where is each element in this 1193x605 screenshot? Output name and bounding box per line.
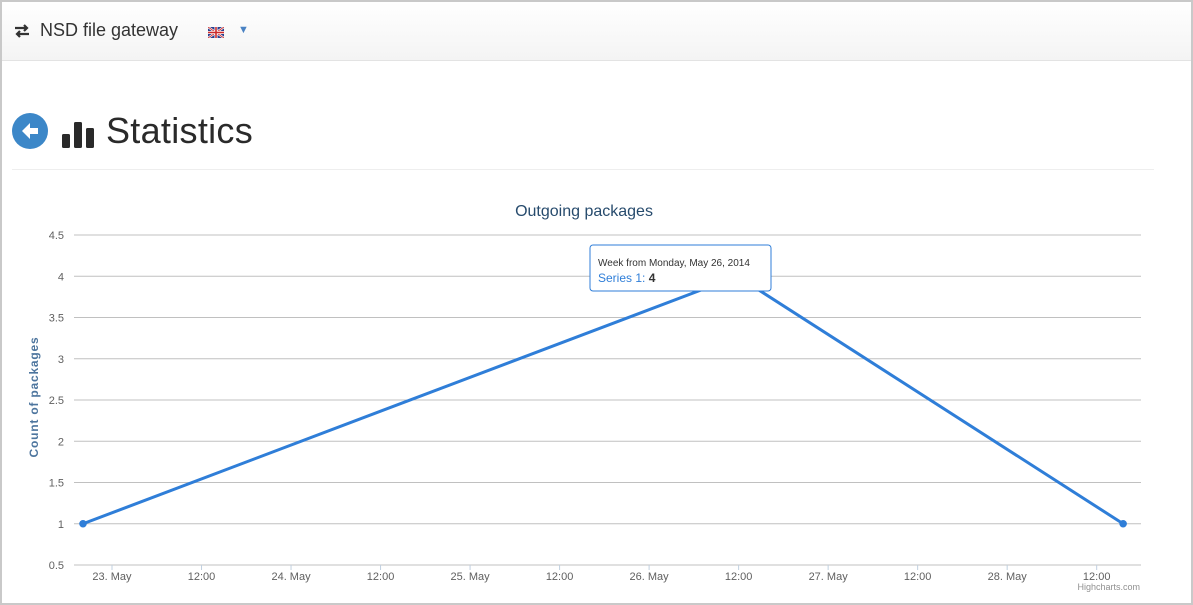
- grid-lines: [74, 234, 1141, 566]
- caret-down-icon[interactable]: ▼: [238, 24, 249, 36]
- x-tick-label: 12:00: [367, 571, 395, 583]
- x-tick-label: 25. May: [450, 571, 490, 583]
- credits[interactable]: Highcharts.com: [1077, 582, 1140, 592]
- x-tick-label: 12:00: [725, 571, 753, 583]
- tooltip-box: [589, 244, 772, 292]
- navbar: NSD file gateway ▼: [2, 2, 1191, 61]
- page-header: Statistics: [12, 106, 253, 156]
- arrow-left-icon: [22, 123, 38, 139]
- y-tick-label: 3.5: [49, 313, 64, 325]
- tooltip-series: Series 1: [598, 271, 642, 285]
- tooltip-value-line: Series 1: 4: [598, 271, 656, 285]
- x-tick-label: 12:00: [188, 571, 216, 583]
- swap-arrows-icon: [15, 23, 29, 38]
- tooltip-value: 4: [649, 271, 656, 285]
- x-tick-label: 27. May: [809, 571, 849, 583]
- data-point[interactable]: [79, 519, 87, 528]
- y-tick-label: 4.5: [49, 230, 64, 242]
- tooltip-colon: :: [642, 271, 649, 285]
- x-tick-label: 12:00: [546, 571, 574, 583]
- x-tick-label: 24. May: [271, 571, 311, 583]
- x-tick-label: 12:00: [1083, 571, 1111, 583]
- tooltip-header: Week from Monday, May 26, 2014: [598, 258, 750, 269]
- y-tick-label: 0.5: [49, 560, 64, 572]
- y-tick-label: 2.5: [49, 395, 64, 407]
- x-tick-label: 23. May: [92, 571, 132, 583]
- y-axis-ticks: 0.5 1 1.5 2 2.5 3 3.5 4 4.5: [49, 230, 64, 572]
- x-tick-label: 12:00: [904, 571, 932, 583]
- line-chart: Outgoing packages 0.5 1 1.5 2 2.5 3 3.5 4 4.5 23…: [27, 203, 1141, 592]
- header-divider: [12, 169, 1154, 170]
- y-tick-label: 1: [58, 519, 64, 531]
- back-button[interactable]: [12, 113, 48, 149]
- brand-label: NSD file gateway: [40, 20, 179, 40]
- x-tick-label: 26. May: [630, 571, 670, 583]
- y-tick-label: 2: [58, 436, 64, 448]
- brand[interactable]: NSD file gateway: [12, 20, 178, 41]
- y-tick-label: 1.5: [49, 478, 64, 490]
- x-axis-ticks: 23. May 12:00 24. May 12:00 25. May 12:00 26. …: [92, 565, 1110, 583]
- series-layer[interactable]: [79, 270, 1127, 528]
- y-axis-label: Count of packages: [27, 337, 41, 458]
- x-tick-label: 28. May: [988, 571, 1028, 583]
- y-tick-label: 3: [58, 354, 64, 366]
- page-title: Statistics: [106, 110, 254, 151]
- chart-container: Outgoing packages 0.5 1 1.5 2 2.5 3 3.5 4 4.5 23…: [2, 182, 1191, 602]
- bar-chart-icon: [62, 122, 94, 148]
- data-point[interactable]: [1119, 519, 1127, 528]
- tooltip: Week from Monday, May 26, 2014 Series 1:…: [589, 244, 772, 292]
- y-tick-label: 4: [58, 271, 64, 283]
- chart-title: Outgoing packages: [515, 203, 653, 220]
- uk-flag-icon[interactable]: [208, 27, 224, 38]
